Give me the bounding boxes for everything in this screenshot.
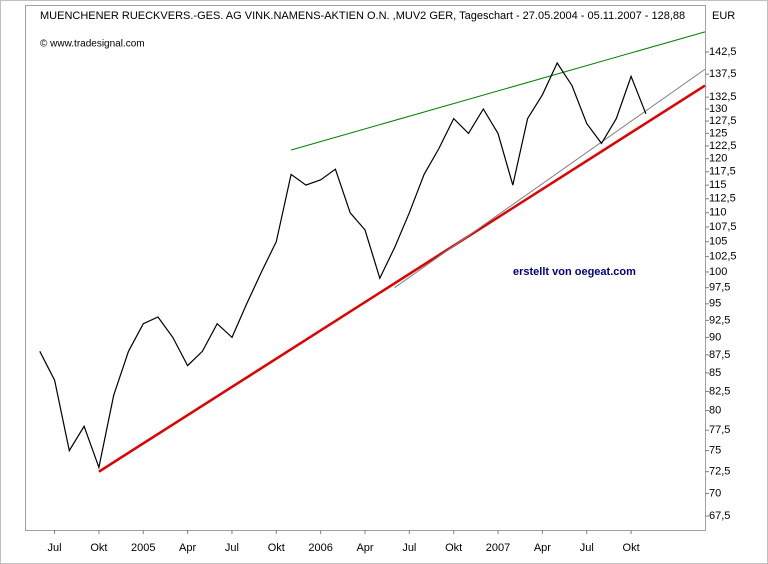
x-tick-label: Jul [48,542,62,554]
y-tick-label: 127,5 [709,115,737,127]
trend-line [98,84,706,473]
y-tick-label: 80 [709,404,721,416]
y-tick-label: 95 [709,298,721,310]
y-tick-label: 90 [709,331,721,343]
trend-line [394,68,706,289]
y-tick-label: 102,5 [709,251,737,263]
x-tick-label: 2006 [308,542,332,554]
y-tick-label: 67,5 [709,510,730,522]
source: © www.tradesignal.com [40,39,145,50]
y-tick-label: 87,5 [709,349,730,361]
y-tick-label: 82,5 [709,385,730,397]
y-tick-label: 122,5 [709,140,737,152]
x-tick-label: Apr [179,542,196,554]
x-tick-label: Okt [623,542,640,554]
trend-line [290,31,706,151]
y-tick-label: 107,5 [709,221,737,233]
y-tick-label: 110 [709,207,727,219]
y-tick-label: 142,5 [709,46,737,58]
annotation: erstellt von oegeat.com [513,266,636,278]
x-tick-label: Jul [402,542,416,554]
y-tick-label: 105 [709,236,727,248]
y-tick-label: 70 [709,487,721,499]
y-tick-label: 72,5 [709,466,730,478]
y-tick-label: 130 [709,103,727,115]
price-line [39,61,647,470]
chart-title: MUENCHENER RUECKVERS.-GES. AG VINK.NAMEN… [40,10,685,22]
x-tick-label: Okt [445,542,462,554]
y-axis-label: EUR [712,10,735,22]
x-tick-label: 2007 [486,542,510,554]
y-tick-label: 97,5 [709,282,730,294]
y-tick-label: 117,5 [709,166,736,178]
y-tick-label: 85 [709,367,721,379]
y-tick-label: 75 [709,445,721,457]
y-tick-label: 132,5 [709,91,737,103]
y-tick-label: 120 [709,153,727,165]
x-tick-label: Apr [534,542,551,554]
x-tick-label: Okt [268,542,285,554]
x-tick-label: Jul [580,542,594,554]
y-tick-label: 125 [709,127,727,139]
x-tick-label: Okt [90,542,107,554]
y-tick-label: 137,5 [709,68,737,80]
y-tick-label: 100 [709,266,727,278]
x-tick-label: Apr [356,542,373,554]
y-tick-label: 112,5 [709,193,736,205]
x-tick-label: Jul [225,542,239,554]
y-tick-label: 92,5 [709,314,730,326]
x-tick-label: 2005 [131,542,155,554]
y-tick-label: 77,5 [709,424,730,436]
y-tick-label: 115 [709,179,727,191]
